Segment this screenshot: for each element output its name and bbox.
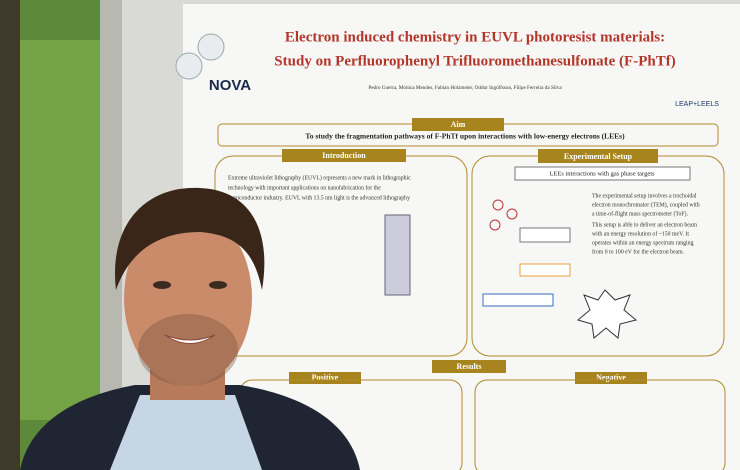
setup-label: Experimental Setup: [564, 152, 633, 161]
intro-text: semiconductor industry. EUVL with 13.5 n…: [228, 195, 410, 201]
results-label: Results: [457, 362, 482, 371]
positive-label: Positive: [312, 373, 339, 382]
diagram-box: [519, 227, 571, 243]
setup-text: This setup is able to deliver an electro…: [592, 222, 697, 228]
aim-label: Aim: [451, 120, 466, 129]
setup-text: a time-of-flight mass spectrometer (ToF)…: [592, 210, 689, 217]
window-frame: [100, 0, 122, 470]
aim-label-bg: [412, 118, 504, 131]
intro-label: Introduction: [322, 151, 366, 160]
setup-text: operates within an energy spectrum rangi…: [592, 240, 694, 246]
hair: [115, 187, 265, 290]
molecule: [492, 199, 504, 211]
logo: NOVA: [209, 77, 251, 94]
window-frame: [0, 0, 20, 470]
beard: [138, 314, 238, 386]
positive-label-bg: [289, 372, 361, 384]
aim-text: To study the fragmentation pathways of F…: [305, 132, 625, 141]
starburst: [576, 289, 638, 339]
intro-text: Extreme ultraviolet lithography (EUVL) r…: [228, 174, 411, 181]
eye: [209, 281, 227, 289]
setup-label-bg: [538, 149, 658, 163]
negative-label: Negative: [596, 373, 626, 382]
smile: [164, 334, 216, 344]
sticker: [197, 33, 225, 61]
logo: LEAP+LEELS: [675, 101, 719, 108]
negative-box: [474, 379, 726, 470]
setup-text: from 0 to 100 eV for the electron beam.: [592, 248, 685, 255]
diagram-box: [519, 263, 571, 277]
molecule: [506, 208, 518, 220]
eye: [153, 281, 171, 289]
intro-text: technology with important applications o…: [228, 184, 381, 191]
setup-subtitle: LEEs interactions with gas phase targets: [549, 170, 655, 177]
shirt: [110, 395, 262, 470]
diagram: [384, 214, 411, 296]
setup-text: electron monochromator (TEM), coupled wi…: [592, 201, 700, 208]
diagram-box: [482, 293, 554, 307]
poster-title: Electron induced chemistry in EUVL photo…: [285, 29, 665, 45]
results-label-bg: [432, 360, 506, 373]
setup-text: with an energy resolution of ~150 meV. I…: [592, 230, 689, 237]
molecule: [489, 219, 501, 231]
poster-title: Study on Perfluorophenyl Trifluoromethan…: [274, 53, 675, 69]
intro-label-bg: [282, 149, 406, 162]
setup-subtitle-box: [514, 166, 691, 181]
negative-label-bg: [575, 372, 647, 384]
authors: Pedro Guerra, Mónica Mendes, Fabian Holz…: [368, 84, 562, 91]
face: [124, 210, 252, 386]
foliage-light: [20, 40, 100, 420]
setup-text: The experimental setup involves a trocho…: [592, 193, 697, 199]
sticker: [175, 52, 203, 80]
